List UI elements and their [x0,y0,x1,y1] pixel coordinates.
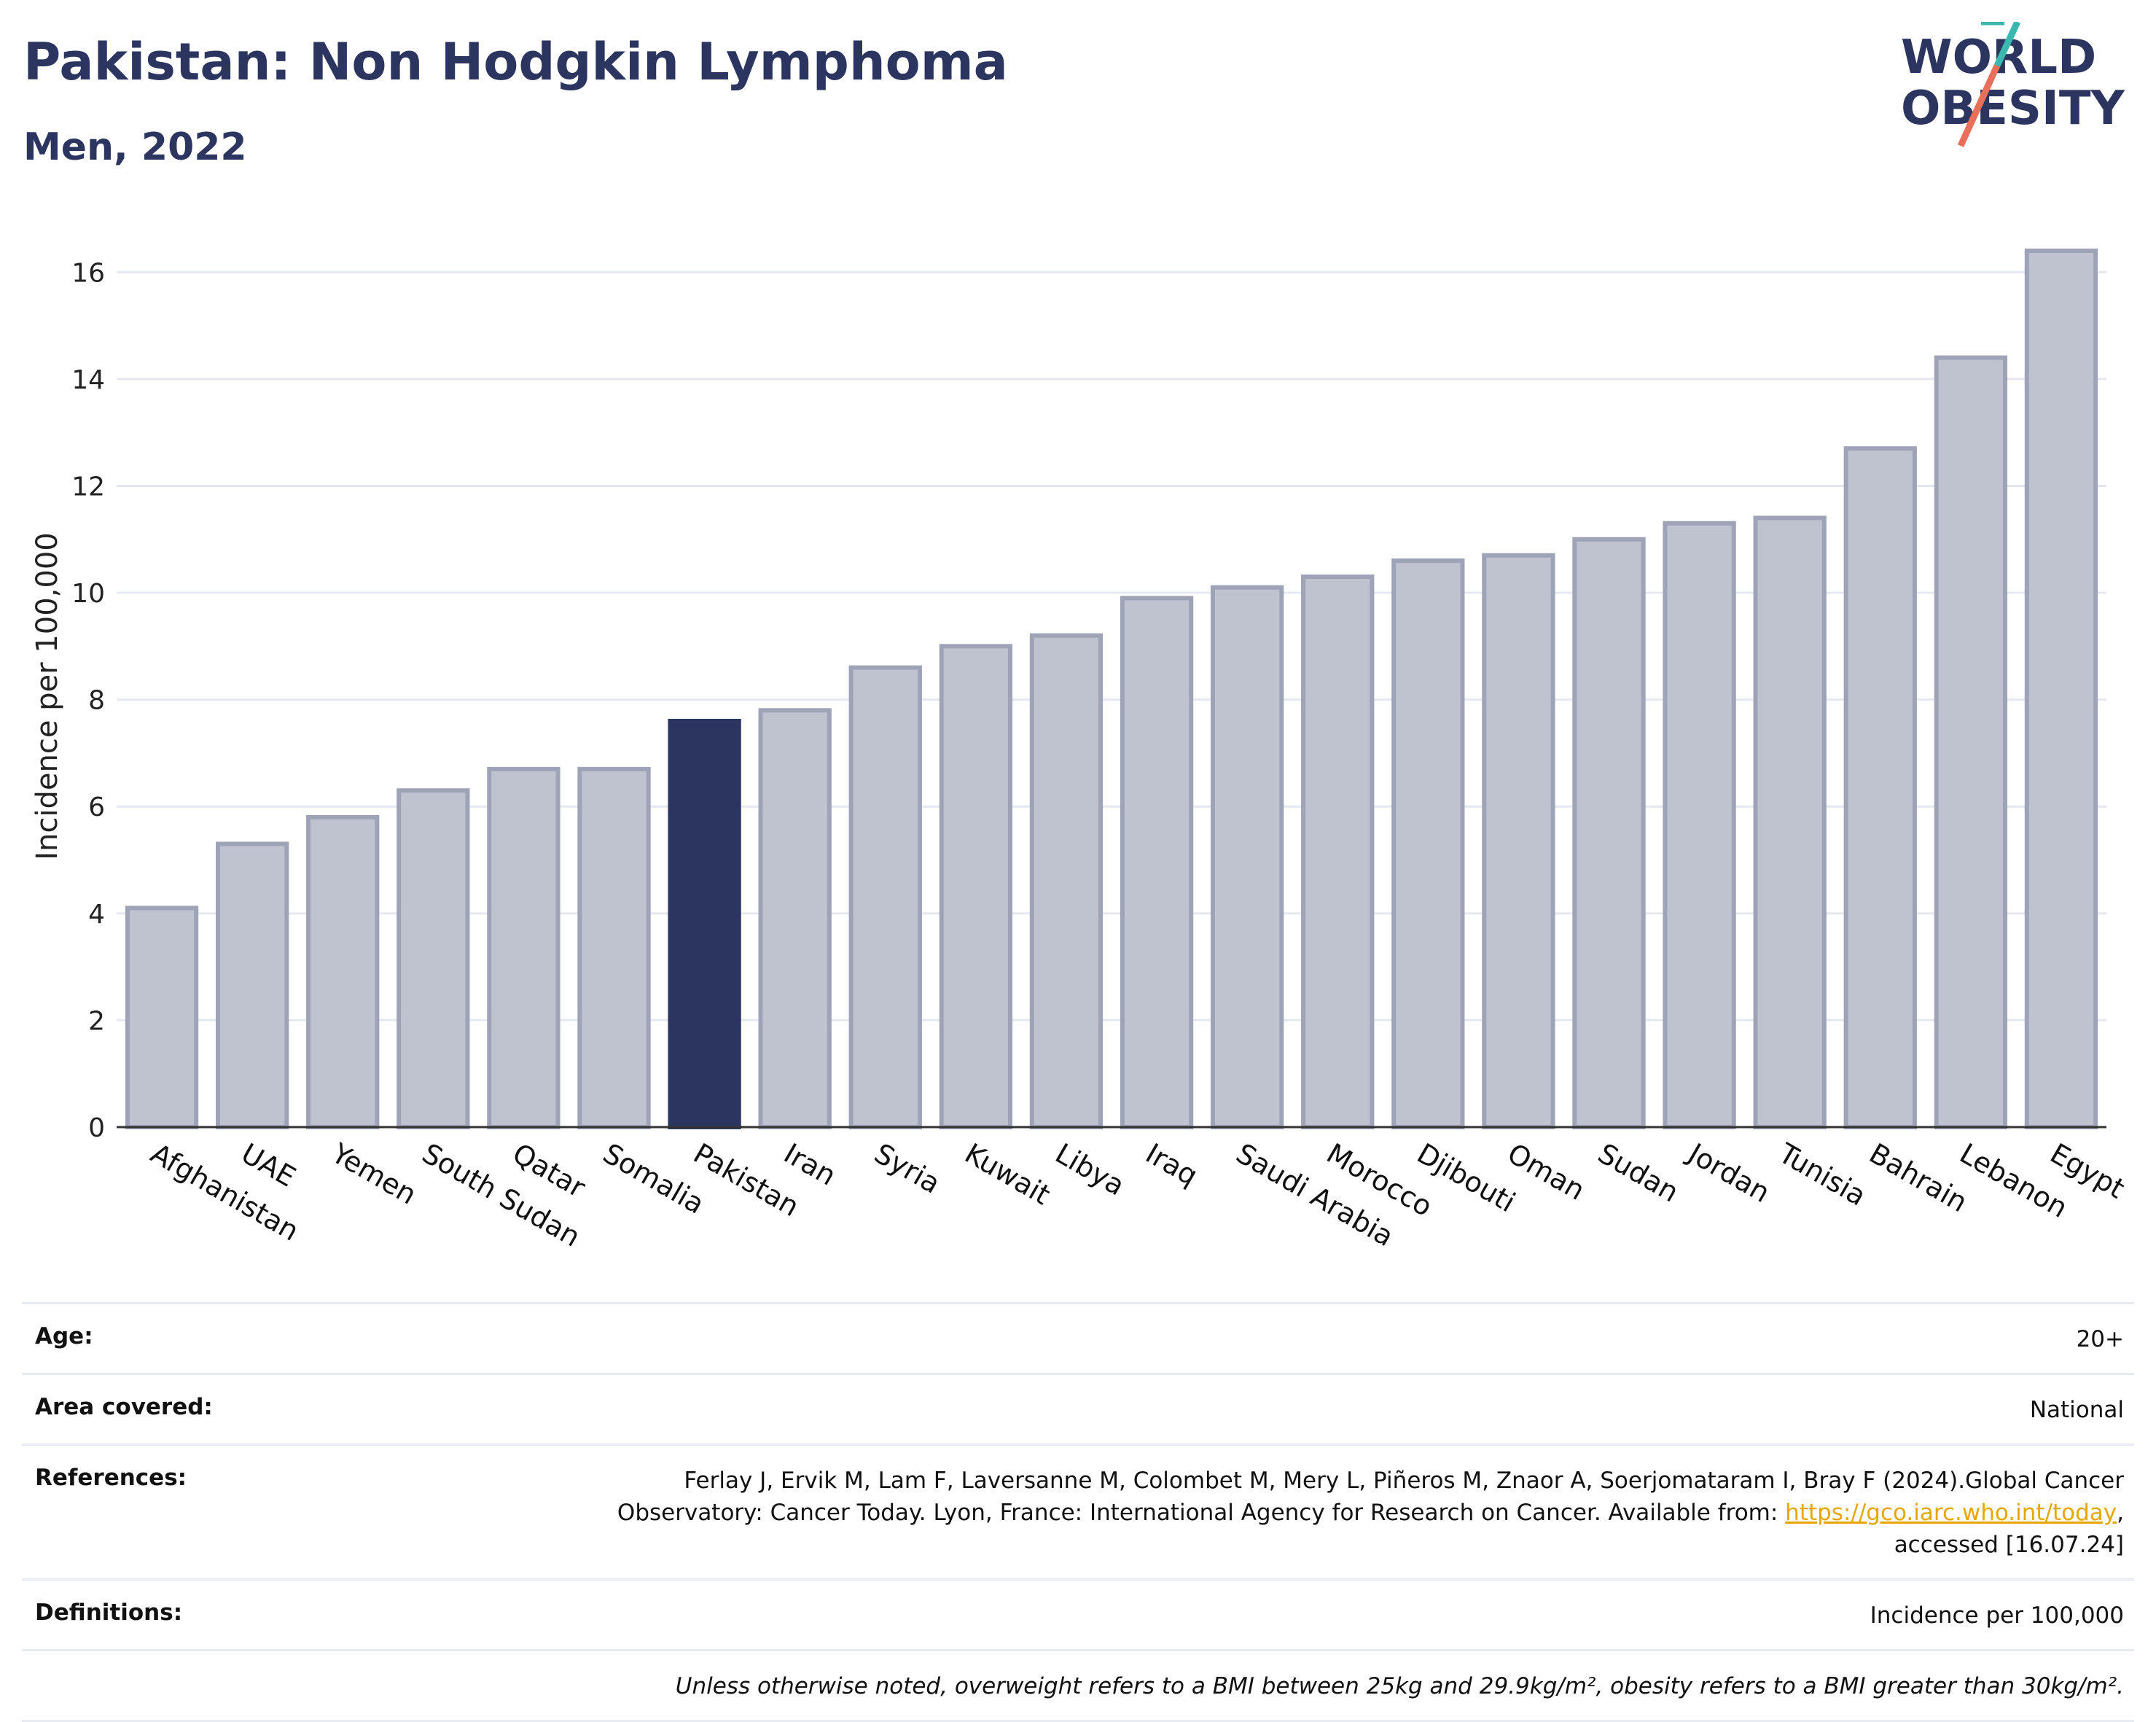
bar-afghanistan [125,905,199,1130]
info-table: Age: 20+ Area covered: National Referenc… [22,1302,2134,1722]
age-label: Age: [35,1323,93,1349]
references-text-1: Ferlay J, Ervik M, Lam F, Laversanne M, … [684,1468,2124,1494]
references-link[interactable]: https://gco.iarc.who.int/today [1785,1500,2117,1526]
bar-qatar [487,766,561,1130]
bar-egypt [2024,248,2098,1130]
references-text-3: accessed [16.07.24] [1894,1532,2124,1558]
bar-yemen [306,814,380,1130]
y-tick-label: 14 [71,365,105,395]
y-tick-label: 0 [88,1113,105,1143]
y-axis-ticks: 0 2 4 6 8 10 12 14 16 [71,258,105,1143]
x-tick-label: Jordan [1682,1137,1775,1209]
bar-djibouti [1391,558,1465,1129]
bar-south-sudan [397,788,470,1129]
x-tick-label: Libya [1050,1137,1130,1202]
x-tick-label: UAE [236,1137,301,1193]
references-value: Ferlay J, Ervik M, Lam F, Laversanne M, … [617,1465,2124,1561]
area-value: National [2029,1397,2124,1423]
logo-accent-coral [1957,64,2001,147]
world-obesity-logo: WORLD OBESITY [1901,22,2125,147]
bar-iraq [1120,596,1194,1129]
bar-oman [1482,553,1555,1129]
x-tick-label: Sudan [1593,1137,1684,1209]
bar-lebanon [1934,355,2008,1129]
bar-libya [1029,633,1104,1129]
bar-iran [758,708,832,1129]
bar-morocco [1301,574,1375,1129]
x-tick-label: Iraq [1141,1137,1203,1192]
y-tick-label: 8 [88,686,105,716]
bar-tunisia [1753,515,1827,1129]
definitions-label: Definitions: [35,1600,183,1626]
references-comma: , [2117,1500,2124,1526]
bars [125,248,2098,1130]
info-row-note: Unless otherwise noted, overweight refer… [22,1649,2134,1722]
info-row-area: Area covered: National [22,1373,2134,1444]
bar-kuwait [939,644,1013,1129]
y-tick-label: 16 [71,258,105,288]
logo-accent-teal-top [1993,22,2021,67]
x-tick-label: Kuwait [959,1137,1055,1212]
x-tick-label: Somalia [598,1137,710,1220]
bar-saudi-arabia [1210,585,1284,1129]
bmi-note: Unless otherwise noted, overweight refer… [675,1673,2124,1699]
y-tick-label: 12 [71,472,105,502]
references-label: References: [35,1465,187,1491]
bar-pakistan [668,718,741,1129]
y-tick-label: 2 [88,1006,105,1036]
y-tick-label: 10 [71,579,105,609]
page-subtitle: Men, 2022 [23,125,247,169]
page-title: Pakistan: Non Hodgkin Lymphoma [23,32,1008,92]
info-row-references: References: Ferlay J, Ervik M, Lam F, La… [22,1444,2134,1578]
references-text-2: Observatory: Cancer Today. Lyon, France:… [617,1500,1786,1526]
bar-somalia [577,766,651,1130]
bar-syria [848,665,922,1129]
x-tick-label: Syria [869,1137,945,1200]
age-value: 20+ [2076,1326,2124,1352]
bar-sudan [1572,537,1646,1129]
bar-uae [215,841,289,1129]
y-tick-label: 6 [88,792,105,822]
info-row-definitions: Definitions: Incidence per 100,000 [22,1578,2134,1649]
x-tick-label: Yemen [326,1137,422,1211]
y-axis-title: Incidence per 100,000 [31,532,64,860]
note-spacer [35,1670,64,1702]
bar-jordan [1663,521,1736,1129]
info-row-age: Age: 20+ [22,1302,2134,1373]
x-tick-label: Iran [778,1137,841,1192]
x-tick-label: Bahrain [1864,1137,1972,1219]
logo-line-2: OBESITY [1901,82,2125,136]
x-tick-label: Tunisia [1773,1137,1871,1212]
y-tick-label: 4 [88,900,105,930]
definitions-value: Incidence per 100,000 [1870,1602,2124,1629]
area-label: Area covered: [35,1394,213,1420]
bar-bahrain [1843,446,1917,1129]
